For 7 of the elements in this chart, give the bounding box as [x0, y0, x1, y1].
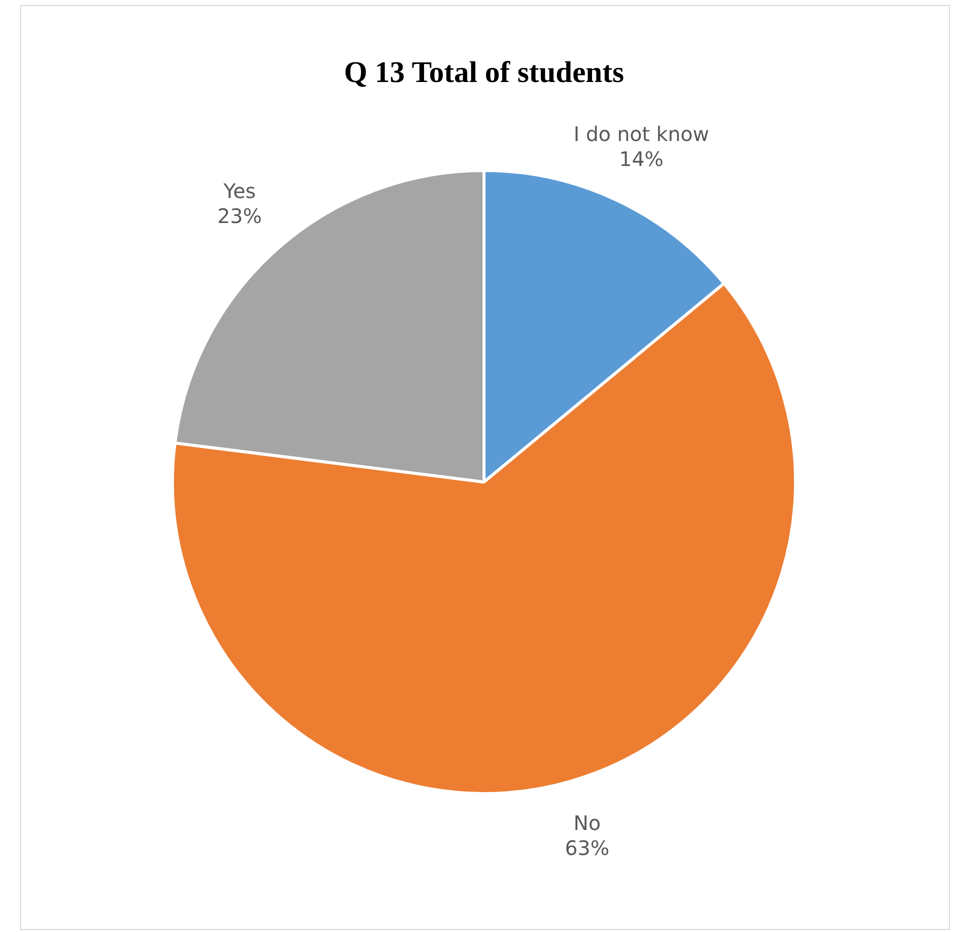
- data-label: 23%: [217, 204, 262, 228]
- slice-label: I do not know: [574, 122, 710, 146]
- data-label: 63%: [564, 836, 610, 860]
- slice-label: Yes: [222, 179, 256, 204]
- slice-label: No: [573, 811, 601, 836]
- data-label: 14%: [619, 146, 664, 171]
- chart-title: Q 13 Total of students: [344, 56, 624, 89]
